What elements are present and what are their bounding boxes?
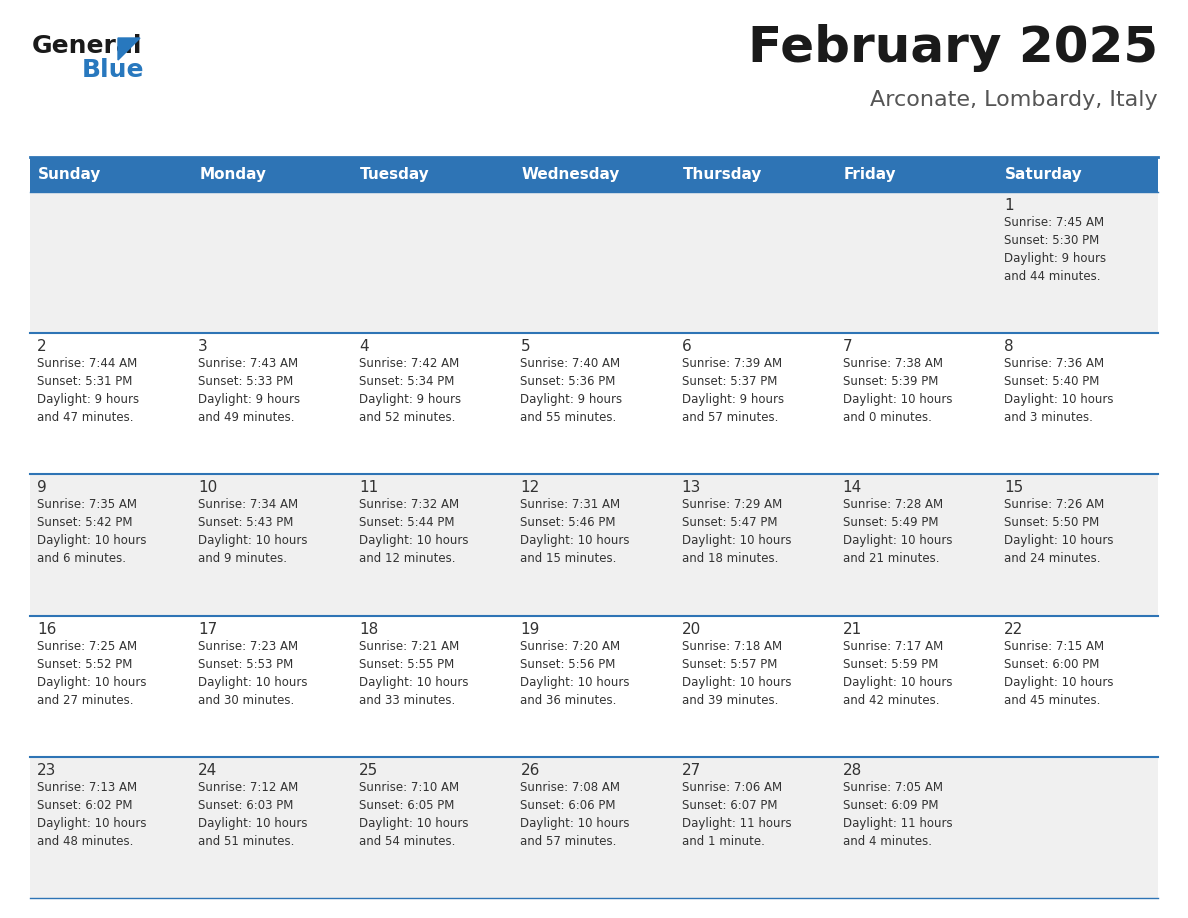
Text: 26: 26 xyxy=(520,763,539,778)
Text: Tuesday: Tuesday xyxy=(360,167,430,182)
Text: Sunrise: 7:25 AM
Sunset: 5:52 PM
Daylight: 10 hours
and 27 minutes.: Sunrise: 7:25 AM Sunset: 5:52 PM Dayligh… xyxy=(37,640,146,707)
Text: 4: 4 xyxy=(359,339,369,354)
Text: Arconate, Lombardy, Italy: Arconate, Lombardy, Italy xyxy=(871,90,1158,110)
Text: Sunrise: 7:44 AM
Sunset: 5:31 PM
Daylight: 9 hours
and 47 minutes.: Sunrise: 7:44 AM Sunset: 5:31 PM Dayligh… xyxy=(37,357,139,424)
Text: Sunrise: 7:31 AM
Sunset: 5:46 PM
Daylight: 10 hours
and 15 minutes.: Sunrise: 7:31 AM Sunset: 5:46 PM Dayligh… xyxy=(520,498,630,565)
Bar xyxy=(997,157,1158,192)
Text: Sunrise: 7:10 AM
Sunset: 6:05 PM
Daylight: 10 hours
and 54 minutes.: Sunrise: 7:10 AM Sunset: 6:05 PM Dayligh… xyxy=(359,781,469,848)
Text: Sunrise: 7:17 AM
Sunset: 5:59 PM
Daylight: 10 hours
and 42 minutes.: Sunrise: 7:17 AM Sunset: 5:59 PM Dayligh… xyxy=(842,640,953,707)
Text: Sunrise: 7:23 AM
Sunset: 5:53 PM
Daylight: 10 hours
and 30 minutes.: Sunrise: 7:23 AM Sunset: 5:53 PM Dayligh… xyxy=(198,640,308,707)
Bar xyxy=(675,157,835,192)
Text: Sunrise: 7:39 AM
Sunset: 5:37 PM
Daylight: 9 hours
and 57 minutes.: Sunrise: 7:39 AM Sunset: 5:37 PM Dayligh… xyxy=(682,357,784,424)
Text: 13: 13 xyxy=(682,480,701,496)
Text: Sunrise: 7:32 AM
Sunset: 5:44 PM
Daylight: 10 hours
and 12 minutes.: Sunrise: 7:32 AM Sunset: 5:44 PM Dayligh… xyxy=(359,498,469,565)
Bar xyxy=(30,756,1158,898)
Text: Sunrise: 7:36 AM
Sunset: 5:40 PM
Daylight: 10 hours
and 3 minutes.: Sunrise: 7:36 AM Sunset: 5:40 PM Dayligh… xyxy=(1004,357,1113,424)
Text: Monday: Monday xyxy=(200,167,266,182)
Text: 8: 8 xyxy=(1004,339,1013,354)
Text: Sunrise: 7:29 AM
Sunset: 5:47 PM
Daylight: 10 hours
and 18 minutes.: Sunrise: 7:29 AM Sunset: 5:47 PM Dayligh… xyxy=(682,498,791,565)
Text: 5: 5 xyxy=(520,339,530,354)
Text: Sunrise: 7:12 AM
Sunset: 6:03 PM
Daylight: 10 hours
and 51 minutes.: Sunrise: 7:12 AM Sunset: 6:03 PM Dayligh… xyxy=(198,781,308,848)
Text: Sunrise: 7:26 AM
Sunset: 5:50 PM
Daylight: 10 hours
and 24 minutes.: Sunrise: 7:26 AM Sunset: 5:50 PM Dayligh… xyxy=(1004,498,1113,565)
Bar xyxy=(835,157,997,192)
Text: 24: 24 xyxy=(198,763,217,778)
Text: Sunrise: 7:21 AM
Sunset: 5:55 PM
Daylight: 10 hours
and 33 minutes.: Sunrise: 7:21 AM Sunset: 5:55 PM Dayligh… xyxy=(359,640,469,707)
Polygon shape xyxy=(118,38,140,60)
Text: 6: 6 xyxy=(682,339,691,354)
Bar xyxy=(30,157,191,192)
Text: Sunday: Sunday xyxy=(38,167,101,182)
Text: 1: 1 xyxy=(1004,198,1013,213)
Bar xyxy=(513,157,675,192)
Bar xyxy=(353,157,513,192)
Text: 7: 7 xyxy=(842,339,852,354)
Text: 12: 12 xyxy=(520,480,539,496)
Text: Sunrise: 7:34 AM
Sunset: 5:43 PM
Daylight: 10 hours
and 9 minutes.: Sunrise: 7:34 AM Sunset: 5:43 PM Dayligh… xyxy=(198,498,308,565)
Text: Sunrise: 7:45 AM
Sunset: 5:30 PM
Daylight: 9 hours
and 44 minutes.: Sunrise: 7:45 AM Sunset: 5:30 PM Dayligh… xyxy=(1004,216,1106,283)
Text: Sunrise: 7:40 AM
Sunset: 5:36 PM
Daylight: 9 hours
and 55 minutes.: Sunrise: 7:40 AM Sunset: 5:36 PM Dayligh… xyxy=(520,357,623,424)
Text: Thursday: Thursday xyxy=(683,167,762,182)
Text: 25: 25 xyxy=(359,763,379,778)
Bar xyxy=(191,157,353,192)
Bar xyxy=(30,333,1158,475)
Text: 3: 3 xyxy=(198,339,208,354)
Text: 16: 16 xyxy=(37,621,56,636)
Text: February 2025: February 2025 xyxy=(748,24,1158,72)
Text: Sunrise: 7:38 AM
Sunset: 5:39 PM
Daylight: 10 hours
and 0 minutes.: Sunrise: 7:38 AM Sunset: 5:39 PM Dayligh… xyxy=(842,357,953,424)
Text: Sunrise: 7:15 AM
Sunset: 6:00 PM
Daylight: 10 hours
and 45 minutes.: Sunrise: 7:15 AM Sunset: 6:00 PM Dayligh… xyxy=(1004,640,1113,707)
Text: 2: 2 xyxy=(37,339,46,354)
Text: Blue: Blue xyxy=(82,58,145,82)
Text: 21: 21 xyxy=(842,621,862,636)
Text: Sunrise: 7:08 AM
Sunset: 6:06 PM
Daylight: 10 hours
and 57 minutes.: Sunrise: 7:08 AM Sunset: 6:06 PM Dayligh… xyxy=(520,781,630,848)
Text: General: General xyxy=(32,34,143,58)
Text: Sunrise: 7:05 AM
Sunset: 6:09 PM
Daylight: 11 hours
and 4 minutes.: Sunrise: 7:05 AM Sunset: 6:09 PM Dayligh… xyxy=(842,781,953,848)
Text: 18: 18 xyxy=(359,621,379,636)
Text: 9: 9 xyxy=(37,480,46,496)
Text: 10: 10 xyxy=(198,480,217,496)
Text: Sunrise: 7:20 AM
Sunset: 5:56 PM
Daylight: 10 hours
and 36 minutes.: Sunrise: 7:20 AM Sunset: 5:56 PM Dayligh… xyxy=(520,640,630,707)
Text: 11: 11 xyxy=(359,480,379,496)
Text: Sunrise: 7:18 AM
Sunset: 5:57 PM
Daylight: 10 hours
and 39 minutes.: Sunrise: 7:18 AM Sunset: 5:57 PM Dayligh… xyxy=(682,640,791,707)
Bar xyxy=(30,616,1158,756)
Text: 20: 20 xyxy=(682,621,701,636)
Text: Sunrise: 7:43 AM
Sunset: 5:33 PM
Daylight: 9 hours
and 49 minutes.: Sunrise: 7:43 AM Sunset: 5:33 PM Dayligh… xyxy=(198,357,301,424)
Text: Sunrise: 7:42 AM
Sunset: 5:34 PM
Daylight: 9 hours
and 52 minutes.: Sunrise: 7:42 AM Sunset: 5:34 PM Dayligh… xyxy=(359,357,461,424)
Text: Sunrise: 7:06 AM
Sunset: 6:07 PM
Daylight: 11 hours
and 1 minute.: Sunrise: 7:06 AM Sunset: 6:07 PM Dayligh… xyxy=(682,781,791,848)
Text: Friday: Friday xyxy=(843,167,896,182)
Text: 15: 15 xyxy=(1004,480,1023,496)
Text: Sunrise: 7:13 AM
Sunset: 6:02 PM
Daylight: 10 hours
and 48 minutes.: Sunrise: 7:13 AM Sunset: 6:02 PM Dayligh… xyxy=(37,781,146,848)
Bar xyxy=(30,475,1158,616)
Text: 23: 23 xyxy=(37,763,56,778)
Text: 14: 14 xyxy=(842,480,862,496)
Text: Sunrise: 7:28 AM
Sunset: 5:49 PM
Daylight: 10 hours
and 21 minutes.: Sunrise: 7:28 AM Sunset: 5:49 PM Dayligh… xyxy=(842,498,953,565)
Text: Wednesday: Wednesday xyxy=(522,167,620,182)
Text: Saturday: Saturday xyxy=(1005,167,1082,182)
Text: 28: 28 xyxy=(842,763,862,778)
Text: 27: 27 xyxy=(682,763,701,778)
Text: 22: 22 xyxy=(1004,621,1023,636)
Text: Sunrise: 7:35 AM
Sunset: 5:42 PM
Daylight: 10 hours
and 6 minutes.: Sunrise: 7:35 AM Sunset: 5:42 PM Dayligh… xyxy=(37,498,146,565)
Text: 17: 17 xyxy=(198,621,217,636)
Text: 19: 19 xyxy=(520,621,539,636)
Bar xyxy=(30,192,1158,333)
